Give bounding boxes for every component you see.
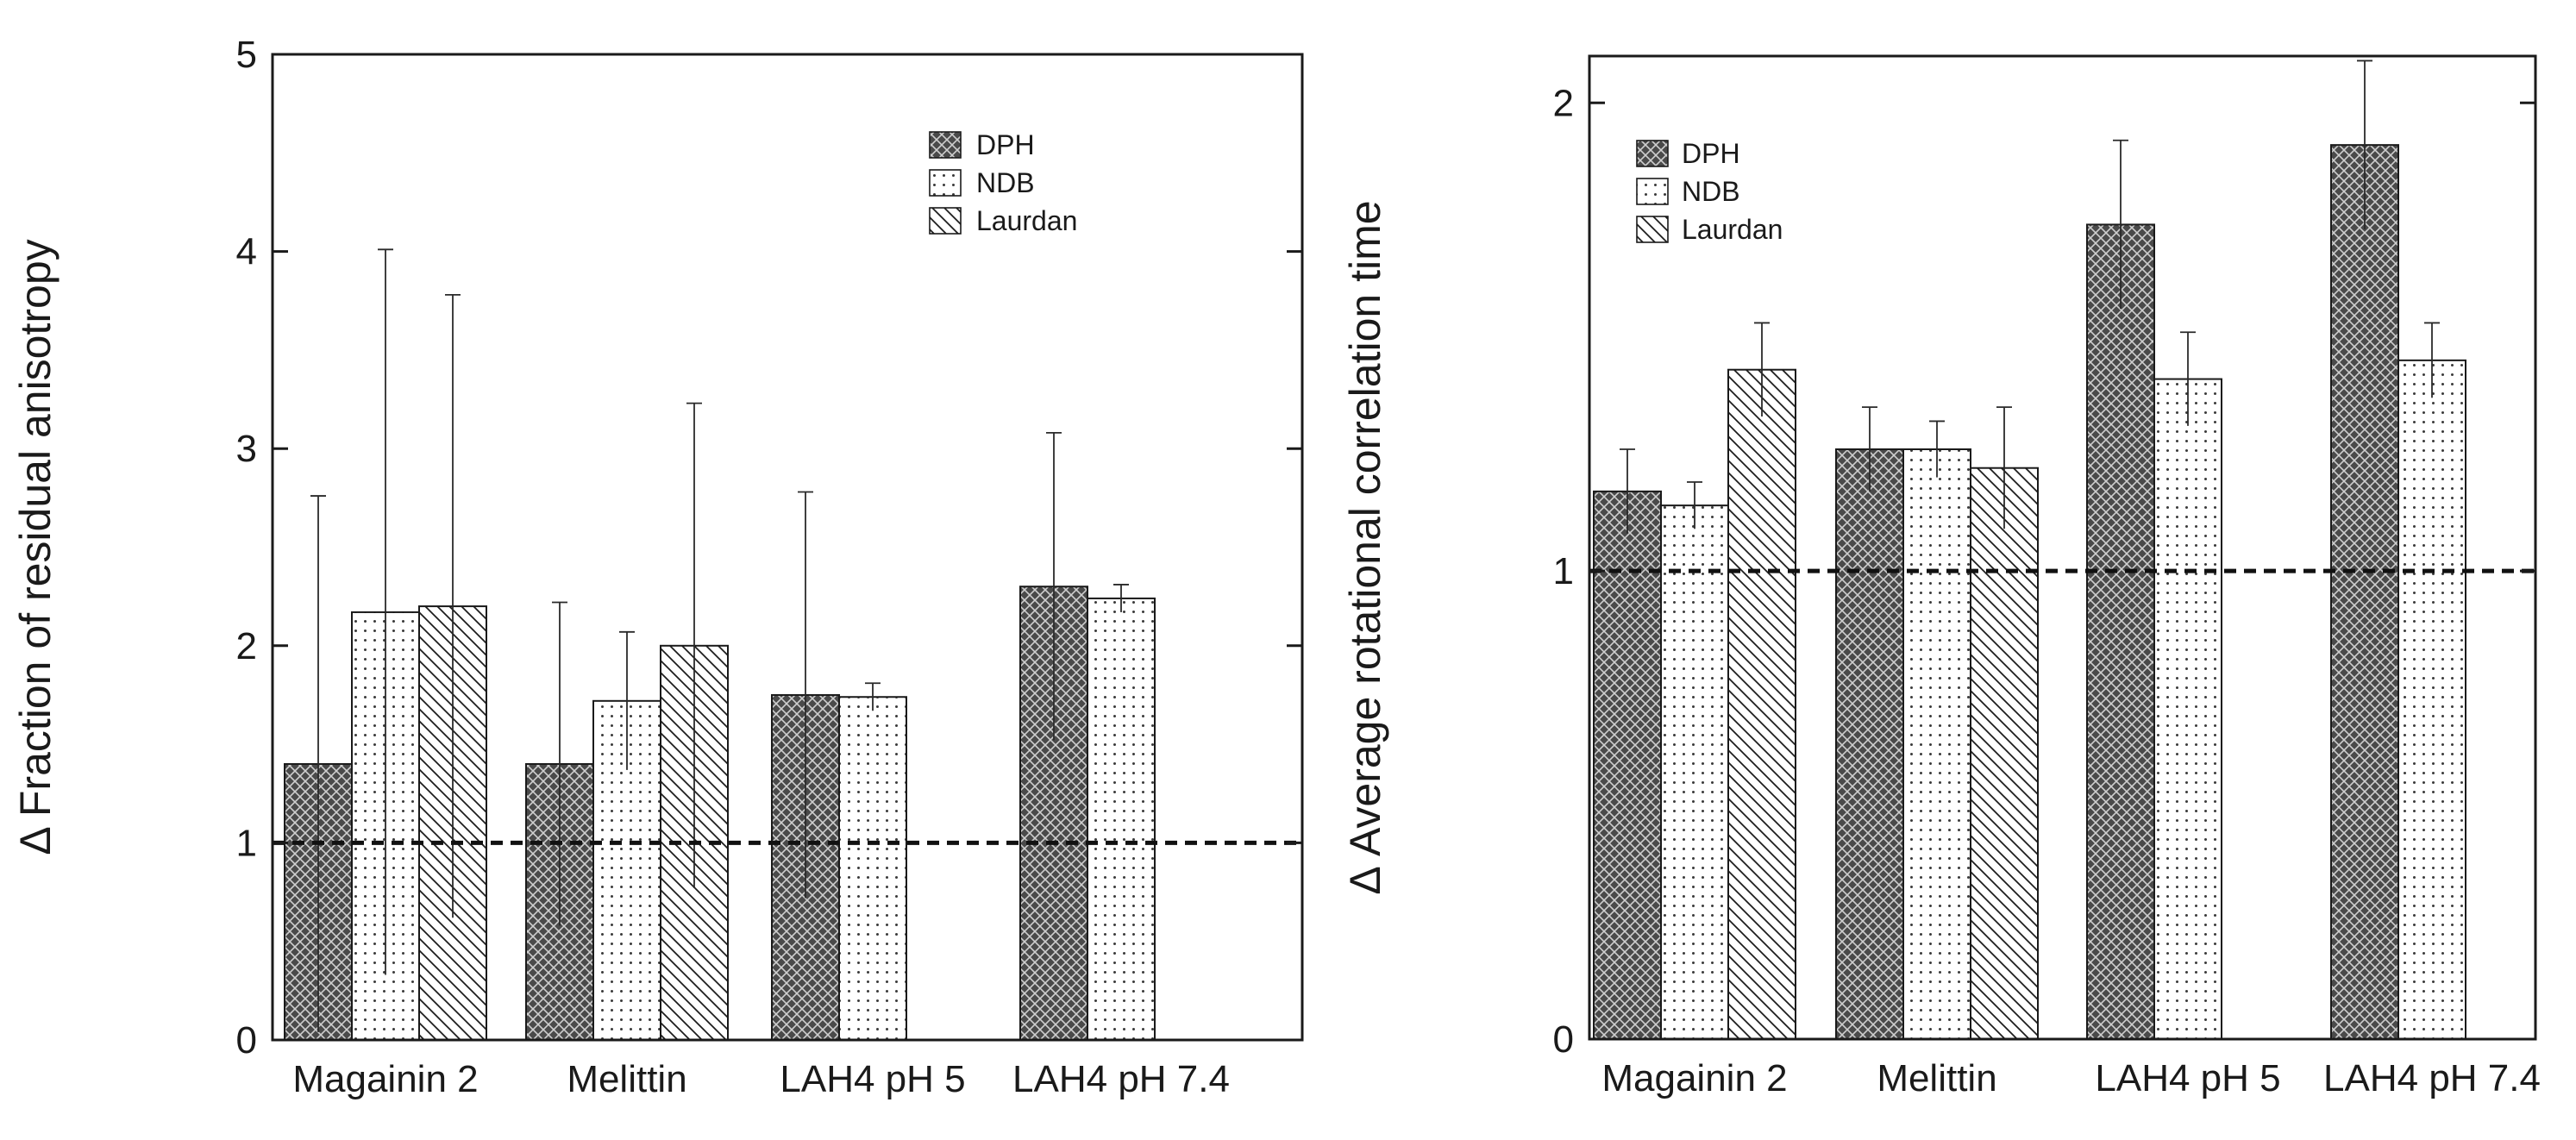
plot-frame: [1588, 54, 2537, 1041]
y-tick-label: 0: [236, 1019, 257, 1062]
bar-dph-3: [2086, 223, 2155, 1040]
bar-dph-2: [1835, 448, 1904, 1040]
y-tick-label: 1: [1553, 550, 1574, 592]
bar-dph-4: [2330, 144, 2399, 1041]
legend-swatch-ndb: [1636, 178, 1669, 205]
chart-panel-1: 0 1 2 3 4 5 Magainin 2 Melittin LAH4 pH 5 LAH4 pH…: [11, 34, 1304, 1100]
x-tick-label: Magainin 2: [1601, 1057, 1787, 1099]
x-tick-label: Magainin 2: [292, 1058, 478, 1100]
legend: DPH NDB Laurdan: [929, 129, 1077, 236]
plot-frame: [271, 53, 1304, 1042]
legend-swatch-dph: [929, 131, 962, 159]
chart-panel-2: 0 1 2 Magainin 2 Melittin LAH4 pH 5 LAH4 pH 7.…: [1341, 54, 2541, 1099]
y-tick-label: 5: [236, 34, 257, 76]
bar-ndb-3: [838, 696, 907, 1042]
legend-label-laurdan: Laurdan: [1682, 214, 1783, 245]
y-tick-label: 1: [236, 822, 257, 864]
legend-swatch-ndb: [929, 169, 962, 197]
bar-laurdan-1: [1727, 368, 1796, 1040]
legend-label-dph: DPH: [1682, 138, 1740, 169]
y-tick-label: 2: [236, 625, 257, 667]
bar-ndb-4: [2397, 359, 2466, 1041]
x-tick-label: LAH4 pH 5: [2095, 1057, 2280, 1099]
x-tick-label: Melittin: [567, 1058, 686, 1100]
legend: DPH NDB Laurdan: [1636, 138, 1783, 245]
legend-label-ndb: NDB: [976, 167, 1035, 198]
y-tick-label: 4: [236, 231, 257, 273]
legend-label-laurdan: Laurdan: [976, 205, 1077, 236]
y-tick-label: 3: [236, 428, 257, 470]
legend-swatch-laurdan: [1636, 216, 1669, 243]
bar-laurdan-2: [1970, 467, 2039, 1040]
x-tick-label: Melittin: [1877, 1057, 1996, 1099]
legend-label-dph: DPH: [976, 129, 1035, 160]
x-tick-label: LAH4 pH 5: [780, 1058, 965, 1100]
legend-label-ndb: NDB: [1682, 176, 1740, 207]
y-axis-title: Δ Average rotational correlation time: [1341, 200, 1389, 894]
x-tick-label: LAH4 pH 7.4: [2323, 1057, 2541, 1099]
bar-ndb-3: [2153, 378, 2222, 1041]
bar-ndb-1: [1660, 504, 1729, 1040]
bar-dph-1: [1593, 490, 1662, 1040]
legend-swatch-dph: [1636, 140, 1669, 167]
bar-ndb-2: [1902, 448, 1971, 1040]
legend-swatch-laurdan: [929, 207, 962, 235]
x-tick-label: LAH4 pH 7.4: [1012, 1058, 1230, 1100]
y-tick-label: 2: [1553, 82, 1574, 124]
y-tick-label: 0: [1553, 1018, 1574, 1061]
y-axis-title: Δ Fraction of residual anisotropy: [11, 239, 60, 855]
bar-ndb-4: [1087, 597, 1156, 1041]
